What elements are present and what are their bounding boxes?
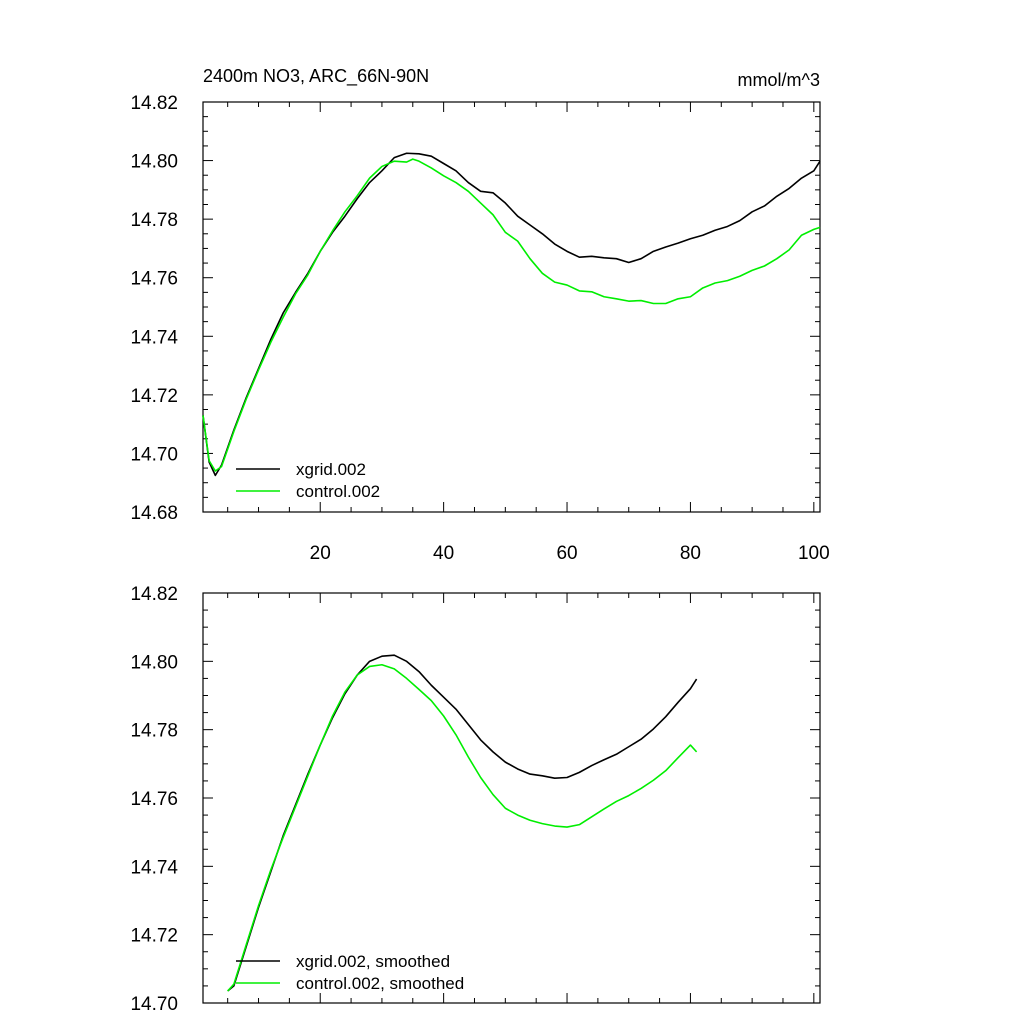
y-tick-label: 14.78 — [130, 210, 178, 231]
plot-frame — [202, 101, 821, 513]
x-tick-label: 20 — [310, 543, 331, 564]
y-tick-label: 14.76 — [130, 789, 178, 810]
series-line — [202, 152, 821, 477]
plot-frame — [202, 592, 821, 1004]
x-tick-label: 100 — [798, 543, 830, 564]
chart-title: 2400m NO3, ARC_66N-90N — [203, 66, 429, 87]
y-tick-label: 14.74 — [130, 327, 178, 348]
unit-label: mmol/m^3 — [738, 70, 820, 90]
x-tick-label: 60 — [556, 543, 577, 564]
legend-label: xgrid.002 — [296, 460, 366, 479]
x-tick-label: 40 — [433, 543, 454, 564]
y-tick-label: 14.72 — [130, 386, 178, 407]
y-tick-label: 14.74 — [130, 857, 178, 878]
y-tick-label: 14.70 — [130, 994, 178, 1015]
legend-label: control.002, smoothed — [296, 974, 464, 993]
raw-panel: 14.68 14.70 14.72 14.74 14.76 14.78 14.80 14.82… — [130, 93, 829, 564]
y-tick-label: 14.72 — [130, 926, 178, 947]
y-tick-label: 14.82 — [130, 584, 178, 605]
legend-label: xgrid.002, smoothed — [296, 952, 450, 971]
smoothed-panel: 14.70 14.72 14.74 14.76 14.78 14.80 14.82 xgrid… — [130, 584, 821, 1015]
y-tick-label: 14.80 — [130, 152, 178, 173]
y-tick-label: 14.76 — [130, 269, 178, 290]
y-tick-label: 14.82 — [130, 93, 178, 114]
series-line — [227, 654, 698, 992]
series-line — [227, 663, 698, 992]
x-tick-label: 80 — [680, 543, 701, 564]
y-tick-label: 14.78 — [130, 721, 178, 742]
y-tick-label: 14.80 — [130, 652, 178, 673]
legend-label: control.002 — [296, 482, 380, 501]
series-line — [202, 158, 821, 472]
y-tick-label: 14.70 — [130, 444, 178, 465]
y-tick-label: 14.68 — [130, 503, 178, 524]
